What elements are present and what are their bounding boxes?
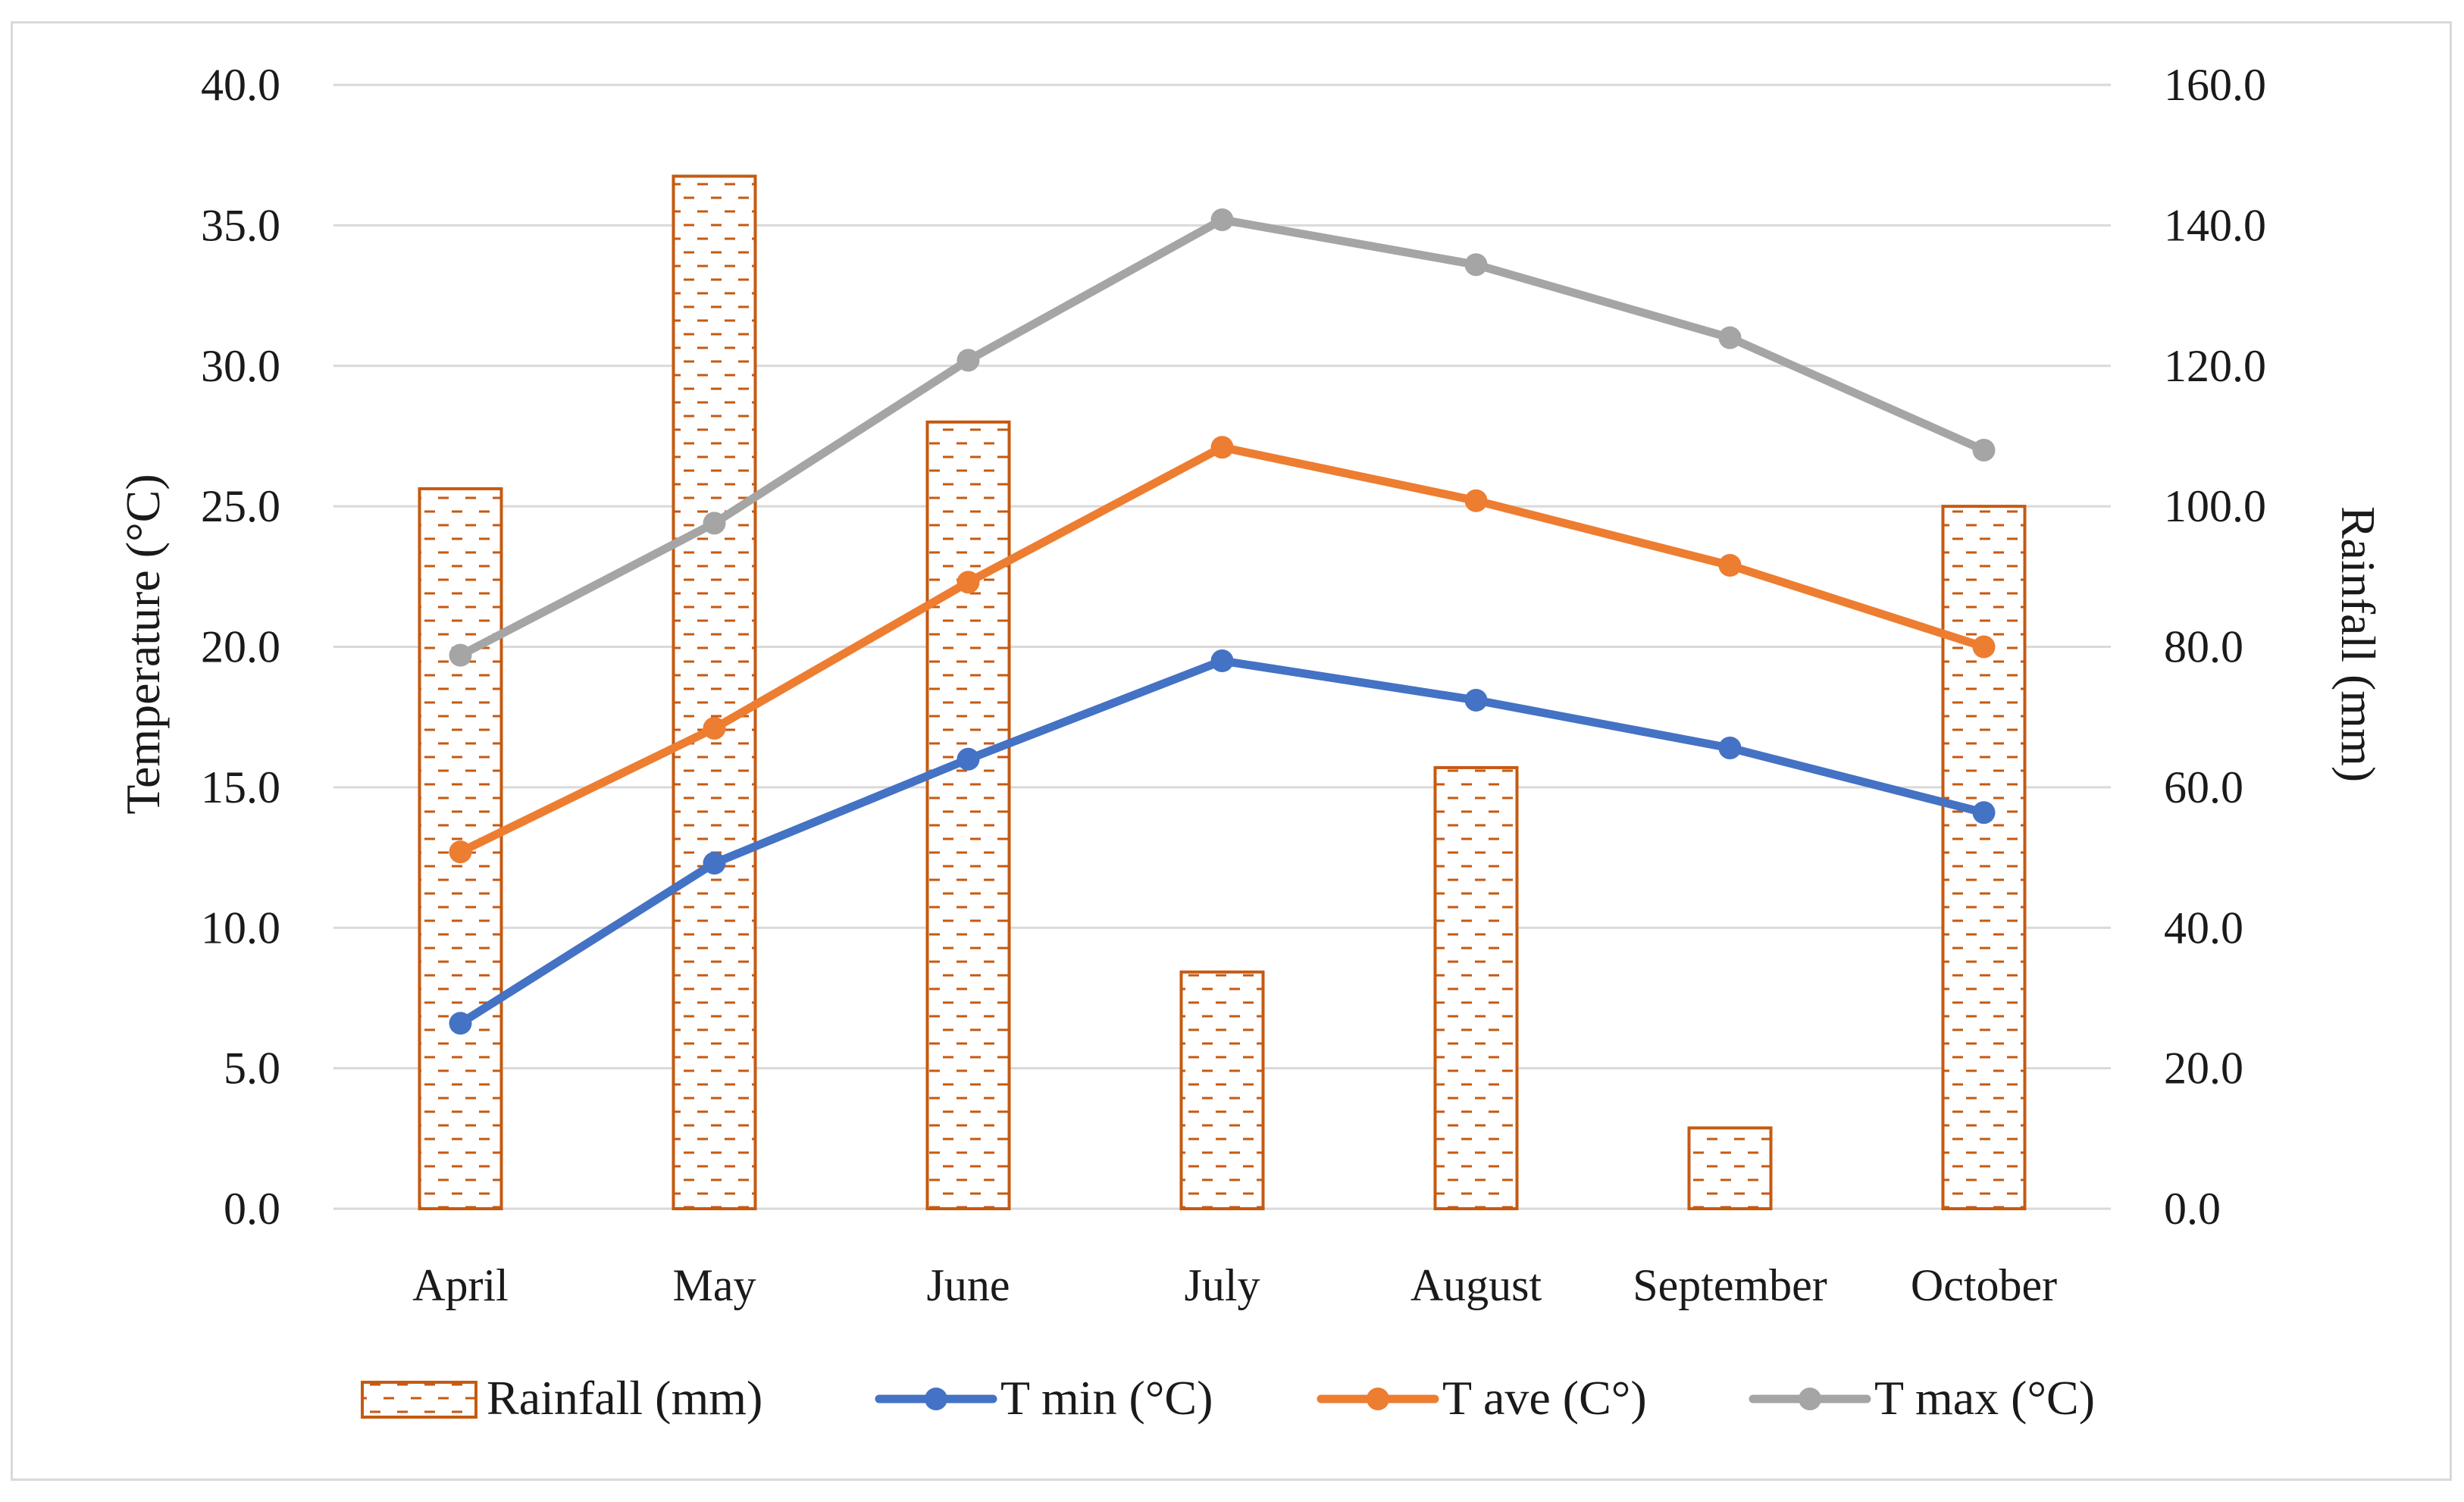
right-axis-ticks: 0.0 20.0 40.0 60.0 80.0 100.0 120.0 140.0 160.0: [2164, 60, 2266, 1234]
t-min-c-point: [703, 851, 726, 875]
left-tick-label: 15.0: [201, 762, 280, 812]
left-axis-ticks: 0.0 5.0 10.0 15.0 20.0 25.0 30.0 35.0 40.0: [201, 60, 280, 1234]
right-tick-label: 40.0: [2164, 903, 2243, 953]
x-tick-label: May: [673, 1260, 756, 1310]
right-tick-label: 140.0: [2164, 200, 2266, 250]
t-ave-c-point: [703, 717, 726, 740]
t-ave-c-point: [449, 840, 472, 864]
right-tick-label: 160.0: [2164, 60, 2266, 110]
t-ave-c-point: [956, 571, 980, 594]
t-min-c-point: [1210, 649, 1234, 673]
right-tick-label: 120.0: [2164, 341, 2266, 391]
rainfall-bar: [1433, 765, 1519, 1210]
rainfall-bar: [1179, 970, 1265, 1210]
t-min-c-point: [1464, 688, 1488, 712]
rainfall-bars: [418, 174, 2027, 1211]
legend-marker: [1367, 1388, 1389, 1410]
t-max-c-point: [956, 349, 980, 372]
x-tick-label: July: [1184, 1260, 1260, 1310]
rainfall-bar: [925, 420, 1011, 1210]
t-min-c-point: [1718, 736, 1742, 759]
rainfall-bar: [672, 174, 757, 1210]
t-ave-c-point: [1464, 489, 1488, 512]
left-tick-label: 5.0: [224, 1044, 280, 1094]
rainfall-bar: [1941, 505, 2027, 1210]
legend-label: Rainfall (mm): [487, 1371, 762, 1425]
gridlines: [333, 83, 2111, 1210]
rainfall-bar: [1687, 1126, 1773, 1211]
left-tick-label: 0.0: [224, 1184, 280, 1234]
legend-marker: [925, 1388, 947, 1410]
legend-marker: [1799, 1388, 1821, 1410]
legend-label: T min (°C): [1000, 1371, 1213, 1425]
chart-frame: [11, 21, 2452, 1481]
t-min-c-point: [1972, 801, 1996, 825]
x-tick-label: October: [1911, 1260, 2057, 1310]
legend-label: T ave (C°): [1442, 1371, 1647, 1425]
left-tick-label: 40.0: [201, 60, 280, 110]
x-tick-label: June: [927, 1260, 1010, 1310]
t-max-c-point: [1718, 326, 1742, 349]
left-tick-label: 25.0: [201, 481, 280, 531]
legend: Rainfall (mm) T min (°C) T ave (C°) T max (…: [361, 1371, 2095, 1425]
x-axis-ticks: April May June July August September October: [412, 1260, 2057, 1310]
left-axis-title: Temperature (°C): [116, 474, 170, 814]
legend-rainfall-swatch: [361, 1381, 477, 1419]
right-tick-label: 0.0: [2164, 1184, 2221, 1234]
t-max-c-point: [1210, 208, 1234, 231]
t-max-c-point: [703, 512, 726, 535]
legend-label: T max (°C): [1874, 1371, 2095, 1425]
t-ave-c-point: [1718, 553, 1742, 577]
left-tick-label: 35.0: [201, 200, 280, 250]
x-tick-label: April: [412, 1260, 509, 1310]
t-min-c-point: [956, 747, 980, 771]
right-tick-label: 80.0: [2164, 622, 2243, 672]
t-min-c-point: [449, 1012, 472, 1035]
t-max-c-point: [1972, 438, 1996, 462]
left-tick-label: 20.0: [201, 622, 280, 672]
right-axis-title: Rainfall (mm): [2331, 506, 2385, 782]
t-ave-c-point: [1972, 635, 1996, 659]
t-max-c-point: [1464, 253, 1488, 277]
x-tick-label: August: [1410, 1260, 1542, 1310]
t-max-c-point: [449, 643, 472, 667]
x-tick-label: September: [1633, 1260, 1827, 1310]
right-tick-label: 60.0: [2164, 762, 2243, 812]
left-tick-label: 30.0: [201, 341, 280, 391]
left-tick-label: 10.0: [201, 903, 280, 953]
right-tick-label: 20.0: [2164, 1044, 2243, 1094]
t-ave-c-point: [1210, 436, 1234, 459]
temperature-lines: [449, 208, 1996, 1035]
right-tick-label: 100.0: [2164, 481, 2266, 531]
